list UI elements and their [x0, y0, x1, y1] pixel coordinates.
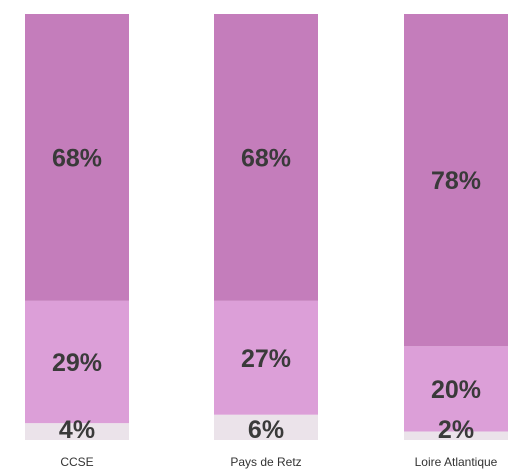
bar-segment-2-1: [25, 300, 129, 424]
segment-labels-layer: 4% 29% 68% 6% 27% 68% 2% 20% 78%: [52, 144, 481, 444]
bar-segment-1-3: [404, 431, 508, 440]
data-label-2-3: 20%: [431, 376, 481, 404]
data-label-3-2: 68%: [241, 144, 291, 172]
bar-segment-3-2: [214, 14, 318, 301]
data-label-3-1: 68%: [52, 144, 102, 172]
bar-segment-2-2: [214, 300, 318, 415]
bar-segment-2-3: [404, 346, 508, 432]
category-label-2: Pays de Retz: [230, 455, 301, 469]
category-labels-layer: CCSE Pays de Retz Loire Atlantique: [60, 455, 497, 469]
category-label-1: CCSE: [60, 455, 93, 469]
data-label-1-2: 6%: [248, 416, 284, 444]
data-label-2-1: 29%: [52, 349, 102, 377]
bars-layer: [25, 14, 508, 440]
bar-segment-3-3: [404, 14, 508, 347]
data-label-2-2: 27%: [241, 345, 291, 373]
data-label-1-3: 2%: [438, 416, 474, 444]
bar-segment-3-1: [25, 14, 129, 301]
bar-segment-1-1: [25, 423, 129, 440]
category-label-3: Loire Atlantique: [415, 455, 498, 469]
bar-segment-1-2: [214, 414, 318, 440]
data-label-1-1: 4%: [59, 416, 95, 444]
data-label-3-3: 78%: [431, 167, 481, 195]
